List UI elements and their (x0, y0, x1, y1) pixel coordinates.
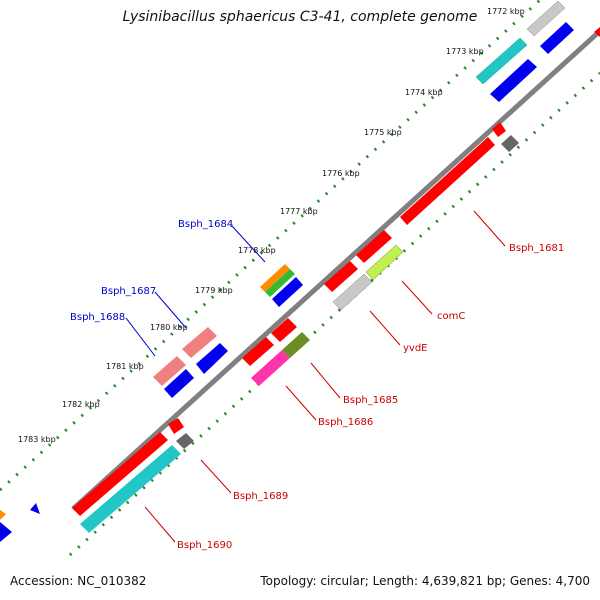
gene-arrow-comc[interactable] (365, 244, 404, 281)
gene-arrow-bsph1689[interactable] (72, 432, 168, 516)
gene-label[interactable]: Bsph_1687 (101, 286, 156, 297)
leader-line (369, 310, 401, 346)
gene-arrow-bsph1681[interactable] (400, 137, 495, 225)
upper-track (0, 0, 542, 492)
tick-label: 1775 kbp (364, 128, 402, 137)
gene-arrow[interactable] (490, 59, 537, 102)
leader-line (154, 291, 187, 329)
lower-track (68, 71, 600, 557)
gene-arrow[interactable] (594, 27, 600, 37)
gene-arrow[interactable] (526, 0, 566, 37)
gene-label[interactable]: Bsph_1689 (233, 491, 288, 502)
gene-cluster-1684 (260, 264, 303, 307)
tick-label: 1780 kbp (150, 323, 188, 332)
leader-line (401, 280, 433, 315)
tick-label: 1773 kbp (446, 47, 484, 56)
genome-backbone (71, 29, 600, 511)
tick-label: 1774 kbp (405, 88, 443, 97)
leader-line (310, 362, 341, 399)
gene-arrow-bsph1687[interactable] (182, 327, 217, 358)
gene-label[interactable]: comC (437, 311, 465, 322)
gene-arrow[interactable] (196, 343, 228, 374)
gene-label[interactable]: Bsph_1686 (318, 417, 373, 428)
gene-arrow-bsph1690[interactable] (80, 445, 181, 533)
gene-arrow[interactable] (475, 37, 528, 85)
topology-label: Topology: circular; Length: 4,639,821 bp… (260, 574, 590, 588)
gene-label[interactable]: Bsph_1690 (177, 540, 232, 551)
tick-label: 1776 kbp (322, 169, 360, 178)
gene-arrow[interactable] (0, 522, 12, 542)
gene-arrow[interactable] (271, 318, 297, 342)
tick-label: 1779 kbp (195, 286, 233, 295)
gene-arrow[interactable] (0, 510, 6, 520)
gene-label[interactable]: Bsph_1685 (343, 395, 398, 406)
leader-line (231, 225, 266, 263)
leader-line (125, 317, 156, 357)
gene-arrow[interactable] (540, 22, 574, 54)
gene-arrow[interactable] (356, 230, 392, 263)
gene-arrow-orange[interactable] (260, 264, 290, 292)
leader-line (144, 506, 176, 543)
gene-arrow-bsph1684[interactable] (272, 277, 303, 307)
gene-label[interactable]: Bsph_1688 (70, 312, 125, 323)
gene-arrow-yvde[interactable] (332, 273, 373, 311)
genome-title: Lysinibacillus sphaericus C3-41, complet… (122, 9, 478, 25)
tick-label: 1781 kbp (106, 362, 144, 371)
gene-arrow[interactable] (501, 135, 519, 152)
tick-label: 1782 kbp (62, 400, 100, 409)
gene-label[interactable]: Bsph_1681 (509, 243, 564, 254)
gene-arrow-bsph1685[interactable] (282, 332, 310, 358)
gene-arrow[interactable] (30, 503, 40, 514)
tick-label: 1777 kbp (280, 207, 318, 216)
gene-arrow[interactable] (168, 418, 184, 434)
gene-arrow[interactable] (242, 337, 274, 366)
leader-line (285, 385, 317, 421)
tick-label: 1783 kbp (18, 435, 56, 444)
gene-arrow[interactable] (164, 369, 194, 398)
leader-line (473, 210, 506, 247)
gene-arrow-green[interactable] (265, 269, 295, 297)
leader-line (200, 459, 232, 494)
gene-arrow-bsph1686[interactable] (251, 350, 290, 386)
gene-arrow[interactable] (176, 433, 194, 449)
tick-label: 1772 kbp (487, 7, 525, 16)
gene-label[interactable]: Bsph_1684 (178, 219, 233, 230)
gene-arrow[interactable] (324, 261, 358, 292)
tick-label: 1778 kbp (238, 246, 276, 255)
gene-arrow-bsph1688[interactable] (153, 356, 186, 386)
gene-label[interactable]: yvdE (403, 343, 428, 354)
accession-label: Accession: NC_010382 (10, 574, 147, 588)
gene-cluster-1687 (153, 327, 228, 398)
gene-cluster-1772 (475, 0, 600, 102)
gene-arrow[interactable] (492, 122, 506, 137)
